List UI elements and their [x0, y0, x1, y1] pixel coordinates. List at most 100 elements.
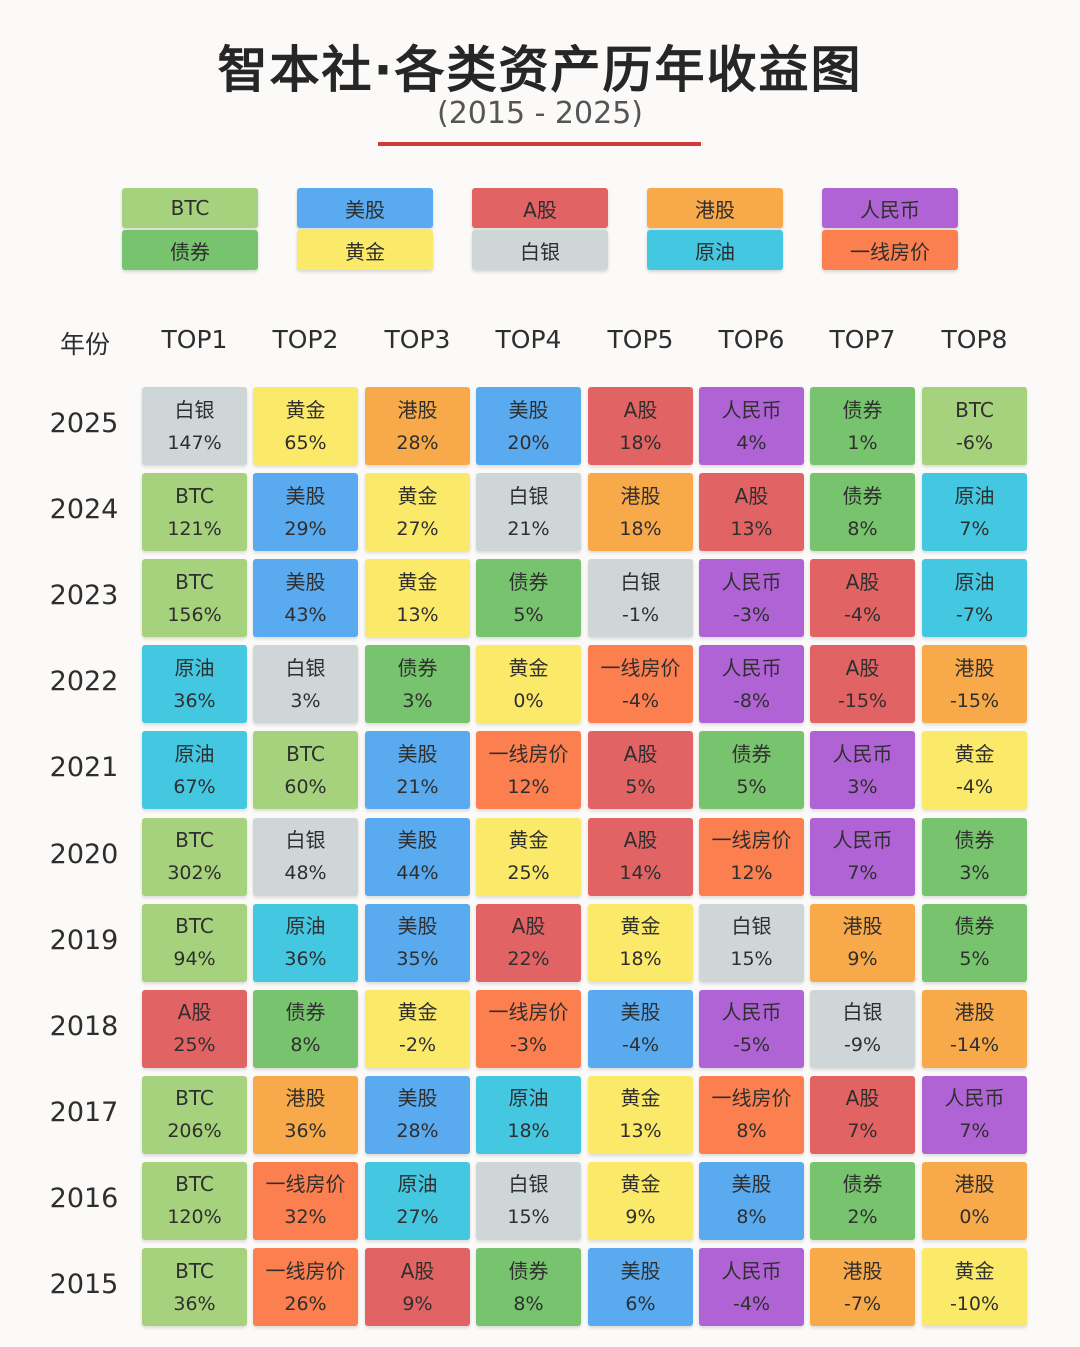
cell-return-value: 28% — [396, 1120, 439, 1143]
cell-return-value: 22% — [507, 948, 550, 971]
return-cell: 原油 27% — [365, 1161, 470, 1240]
cell-asset-name: 港股 — [842, 1258, 883, 1283]
return-cell: A股 -15% — [810, 645, 915, 724]
cell-asset-name: 白银 — [285, 655, 326, 680]
cell-asset-name: A股 — [623, 741, 658, 766]
cell-return-value: 14% — [619, 862, 662, 884]
return-cell: BTC 120% — [142, 1161, 247, 1240]
cell-return-value: 121% — [167, 517, 222, 540]
cell-return-value: 147% — [167, 431, 222, 454]
cell-return-value: 27% — [396, 517, 439, 540]
return-cell: 一线房价 12% — [476, 731, 581, 810]
cell-asset-name: BTC — [175, 914, 214, 939]
year-label: 2019 — [49, 924, 119, 956]
return-cell: 白银 48% — [253, 817, 358, 896]
cell-return-value: 25% — [173, 1034, 216, 1057]
return-cell: 债券 8% — [810, 473, 915, 552]
return-cell: BTC 36% — [142, 1248, 247, 1326]
cell-return-value: 5% — [625, 775, 656, 798]
return-cell: 白银 3% — [253, 645, 358, 724]
return-cell: 港股 -15% — [922, 645, 1027, 724]
cell-asset-name: 美股 — [397, 741, 438, 766]
cell-return-value: 44% — [396, 862, 439, 884]
cell-return-value: 48% — [284, 862, 327, 884]
return-cell: 黄金 27% — [365, 473, 470, 552]
return-cell: A股 -4% — [810, 559, 915, 638]
cell-return-value: 4% — [736, 431, 767, 454]
cell-return-value: 3% — [290, 689, 321, 712]
cell-asset-name: 白银 — [620, 569, 661, 594]
cell-return-value: -3% — [510, 1034, 547, 1057]
return-cell: A股 14% — [588, 817, 693, 896]
return-cell: 人民币 -8% — [699, 645, 804, 724]
return-cell: 债券 5% — [922, 903, 1027, 982]
cell-asset-name: 债券 — [954, 914, 995, 939]
legend-chip: 港股 — [647, 188, 783, 228]
cell-asset-name: 债券 — [508, 1258, 549, 1283]
cell-asset-name: 黄金 — [954, 1258, 995, 1283]
cell-return-value: 36% — [173, 689, 216, 712]
cell-return-value: 36% — [173, 1292, 216, 1315]
cell-return-value: -15% — [837, 689, 888, 712]
return-cell: 港股 -7% — [810, 1248, 915, 1326]
year-label: 2016 — [49, 1182, 119, 1214]
cell-return-value: 25% — [507, 862, 550, 884]
return-cell: BTC -6% — [922, 387, 1027, 465]
return-cell: 白银 -1% — [588, 559, 693, 638]
cell-return-value: 43% — [284, 603, 327, 626]
return-cell: 人民币 -5% — [699, 989, 804, 1068]
cell-return-value: -14% — [949, 1034, 1000, 1057]
cell-return-value: 0% — [959, 1206, 990, 1229]
cell-asset-name: 一线房价 — [265, 1172, 346, 1197]
cell-return-value: 12% — [730, 862, 773, 884]
cell-asset-name: 债券 — [731, 741, 772, 766]
cell-asset-name: 美股 — [397, 1086, 438, 1111]
cell-asset-name: 一线房价 — [600, 655, 681, 680]
cell-asset-name: A股 — [400, 1258, 435, 1283]
cell-return-value: 3% — [847, 775, 878, 798]
return-cell: 美股 43% — [253, 559, 358, 638]
cell-asset-name: 黄金 — [397, 483, 438, 508]
return-cell: 一线房价 12% — [699, 817, 804, 896]
cell-return-value: -4% — [622, 689, 659, 712]
return-cell: 一线房价 -4% — [588, 645, 693, 724]
cell-return-value: 67% — [173, 775, 216, 798]
return-cell: 一线房价 32% — [253, 1161, 358, 1240]
cell-return-value: 1% — [847, 431, 878, 454]
cell-asset-name: 债券 — [397, 655, 438, 680]
column-header: TOP8 — [941, 325, 1008, 354]
cell-return-value: 3% — [959, 862, 990, 884]
cell-return-value: 18% — [619, 517, 662, 540]
cell-asset-name: 一线房价 — [711, 1086, 792, 1111]
return-cell: 白银 -9% — [810, 989, 915, 1068]
cell-return-value: 65% — [284, 431, 327, 454]
cell-asset-name: 原油 — [174, 741, 215, 766]
return-cell: BTC 121% — [142, 473, 247, 552]
legend-chip: 人民币 — [822, 188, 958, 228]
cell-asset-name: A股 — [623, 397, 658, 422]
cell-asset-name: 港股 — [954, 1000, 995, 1025]
cell-return-value: 21% — [507, 517, 550, 540]
cell-return-value: 13% — [619, 1120, 662, 1143]
legend-chip: 美股 — [297, 188, 433, 228]
year-label: 2022 — [49, 666, 119, 698]
return-cell: 黄金 13% — [588, 1075, 693, 1154]
cell-return-value: -4% — [622, 1034, 659, 1057]
cell-return-value: -10% — [949, 1292, 1000, 1315]
year-label: 2024 — [49, 494, 119, 526]
cell-return-value: 302% — [167, 862, 222, 884]
cell-asset-name: 黄金 — [285, 397, 326, 422]
return-cell: 一线房价 26% — [253, 1248, 358, 1326]
cell-asset-name: 白银 — [731, 914, 772, 939]
cell-asset-name: 黄金 — [508, 655, 549, 680]
cell-asset-name: BTC — [175, 1172, 214, 1197]
year-label: 2025 — [49, 408, 119, 439]
cell-return-value: -8% — [733, 689, 770, 712]
cell-asset-name: 一线房价 — [488, 741, 569, 766]
cell-asset-name: BTC — [175, 1086, 214, 1111]
row-header-label: 年份 — [59, 330, 110, 359]
return-cell: 债券 8% — [476, 1248, 581, 1326]
cell-return-value: -5% — [733, 1034, 770, 1057]
cell-asset-name: 债券 — [842, 397, 883, 422]
cell-asset-name: 一线房价 — [265, 1258, 346, 1283]
